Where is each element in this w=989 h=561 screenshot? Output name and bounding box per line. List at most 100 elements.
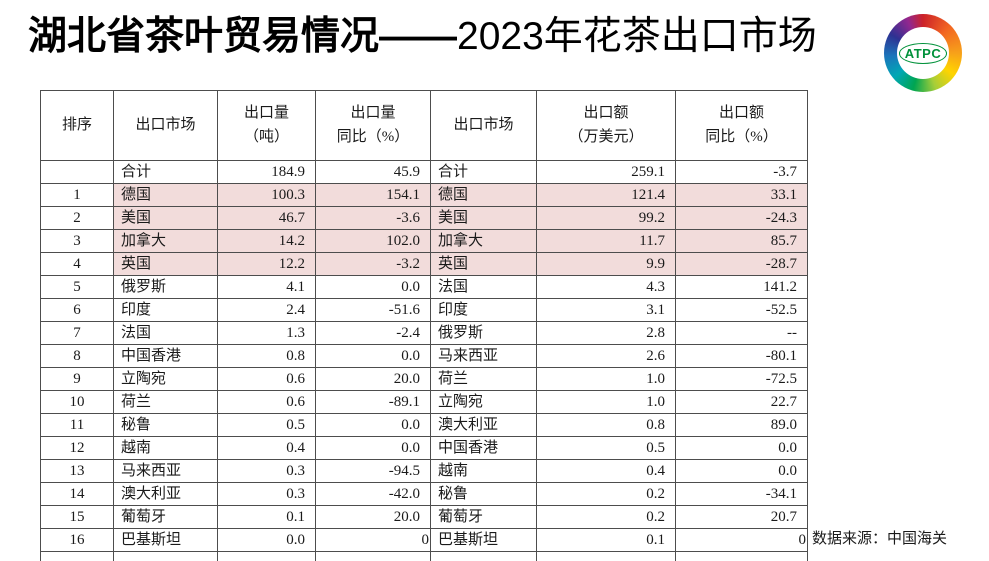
data-source-note: 数据来源：中国海关	[812, 527, 947, 548]
market-cell: 马来西亚	[431, 345, 537, 368]
value-cell: -3.2	[316, 253, 431, 276]
value-cell: 0.0	[316, 414, 431, 437]
market-cell: 加拿大	[114, 230, 218, 253]
value-cell: 14.2	[218, 230, 316, 253]
value-cell: 1.3	[218, 322, 316, 345]
value-cell: -94.5	[316, 460, 431, 483]
value-cell: -51.6	[316, 299, 431, 322]
rank-cell: 2	[41, 207, 114, 230]
column-header: 出口量 同比（%）	[316, 91, 431, 161]
value-cell: 20.0	[316, 506, 431, 529]
cutoff-cell	[676, 552, 808, 561]
market-cell: 澳大利亚	[114, 483, 218, 506]
value-cell: 0.2	[537, 483, 676, 506]
column-header: 出口市场	[431, 91, 537, 161]
market-cell: 中国香港	[114, 345, 218, 368]
value-cell: 0	[316, 529, 431, 552]
value-cell: --	[676, 322, 808, 345]
value-cell: 0.2	[537, 506, 676, 529]
value-cell: -2.4	[316, 322, 431, 345]
value-cell: 102.0	[316, 230, 431, 253]
market-cell: 法国	[431, 276, 537, 299]
value-cell: -24.3	[676, 207, 808, 230]
atpc-logo-text: ATPC	[899, 43, 947, 64]
value-cell: 22.7	[676, 391, 808, 414]
cutoff-cell	[218, 552, 316, 561]
value-cell: 154.1	[316, 184, 431, 207]
market-cell: 秘鲁	[431, 483, 537, 506]
value-cell: 0.8	[537, 414, 676, 437]
cutoff-cell	[537, 552, 676, 561]
rank-cell: 8	[41, 345, 114, 368]
value-cell: 4.1	[218, 276, 316, 299]
value-cell: -34.1	[676, 483, 808, 506]
value-cell: 2.6	[537, 345, 676, 368]
value-cell: 100.3	[218, 184, 316, 207]
value-cell: 0.1	[218, 506, 316, 529]
value-cell: 0.0	[316, 345, 431, 368]
value-cell: 2.8	[537, 322, 676, 345]
header-row: 排序出口市场出口量 （吨）出口量 同比（%）出口市场出口额 （万美元）出口额 同…	[41, 91, 808, 161]
value-cell: 0.0	[316, 276, 431, 299]
cutoff-row	[41, 552, 808, 561]
value-cell: 11.7	[537, 230, 676, 253]
rank-cell: 7	[41, 322, 114, 345]
value-cell: 0.0	[676, 437, 808, 460]
market-cell: 美国	[114, 207, 218, 230]
trade-table: 排序出口市场出口量 （吨）出口量 同比（%）出口市场出口额 （万美元）出口额 同…	[40, 90, 808, 561]
value-cell: 0.3	[218, 460, 316, 483]
value-cell: 46.7	[218, 207, 316, 230]
value-cell: 33.1	[676, 184, 808, 207]
column-header: 排序	[41, 91, 114, 161]
value-cell: 20.7	[676, 506, 808, 529]
value-cell: 9.9	[537, 253, 676, 276]
market-cell: 葡萄牙	[431, 506, 537, 529]
rank-cell: 1	[41, 184, 114, 207]
value-cell: 20.0	[316, 368, 431, 391]
market-cell: 荷兰	[431, 368, 537, 391]
value-cell: 0.5	[537, 437, 676, 460]
market-cell: 中国香港	[431, 437, 537, 460]
value-cell: -3.6	[316, 207, 431, 230]
cutoff-cell	[41, 552, 114, 561]
cutoff-cell	[316, 552, 431, 561]
column-header: 出口市场	[114, 91, 218, 161]
value-cell: 3.1	[537, 299, 676, 322]
cutoff-cell	[431, 552, 537, 561]
column-header: 出口额 同比（%）	[676, 91, 808, 161]
market-cell: 俄罗斯	[114, 276, 218, 299]
value-cell: 259.1	[537, 161, 676, 184]
market-cell: 巴基斯坦	[114, 529, 218, 552]
value-cell: 4.3	[537, 276, 676, 299]
value-cell: -80.1	[676, 345, 808, 368]
value-cell: 121.4	[537, 184, 676, 207]
rank-cell: 15	[41, 506, 114, 529]
market-cell: 合计	[114, 161, 218, 184]
value-cell: 0.3	[218, 483, 316, 506]
rank-cell: 4	[41, 253, 114, 276]
value-cell: 0.4	[218, 437, 316, 460]
market-cell: 印度	[114, 299, 218, 322]
rank-cell: 13	[41, 460, 114, 483]
value-cell: 1.0	[537, 368, 676, 391]
atpc-logo: ATPC	[884, 14, 962, 92]
market-cell: 越南	[114, 437, 218, 460]
market-cell: 德国	[431, 184, 537, 207]
value-cell: -72.5	[676, 368, 808, 391]
value-cell: 141.2	[676, 276, 808, 299]
market-cell: 美国	[431, 207, 537, 230]
value-cell: -42.0	[316, 483, 431, 506]
value-cell: 12.2	[218, 253, 316, 276]
market-cell: 葡萄牙	[114, 506, 218, 529]
market-cell: 越南	[431, 460, 537, 483]
value-cell: 0.0	[316, 437, 431, 460]
